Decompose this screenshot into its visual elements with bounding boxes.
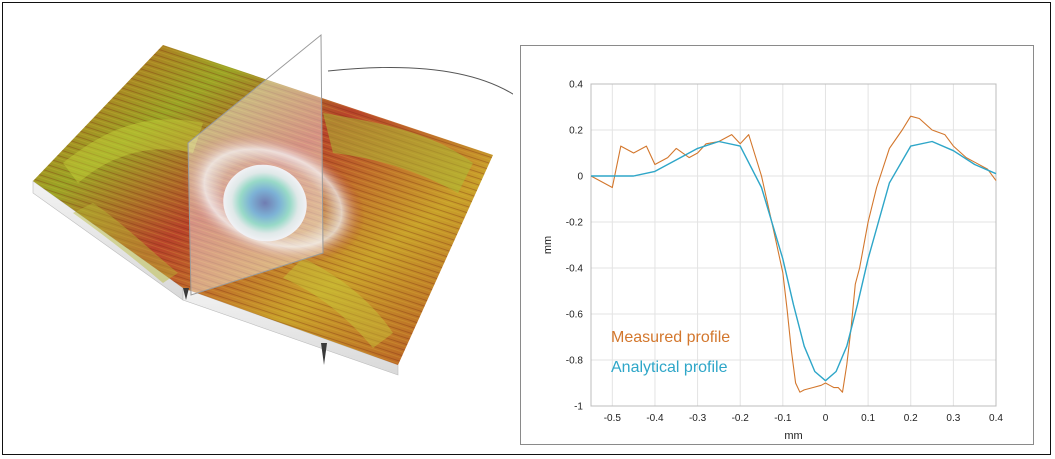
- y-tick-label: 0.2: [569, 126, 583, 137]
- x-tick-label: -0.3: [689, 413, 707, 424]
- x-tick-label: 0.3: [946, 413, 960, 424]
- measured-profile-line: [590, 115, 997, 393]
- x-tick-label: 0.1: [861, 413, 875, 424]
- x-axis-label: mm: [784, 430, 802, 442]
- x-tick-label: 0.2: [904, 413, 918, 424]
- legend-measured-profile: Measured profile: [611, 329, 730, 346]
- x-tick-label: -0.2: [732, 413, 750, 424]
- y-tick-label: -0.2: [566, 218, 584, 229]
- x-tick-label: -0.5: [604, 413, 622, 424]
- y-tick-label: -1: [574, 402, 583, 413]
- x-tick-label: -0.4: [646, 413, 664, 424]
- y-tick-label: 0: [577, 172, 583, 183]
- y-tick-label: -0.8: [566, 356, 584, 367]
- y-tick-label: -0.6: [566, 310, 584, 321]
- y-tick-label: 0.4: [569, 80, 583, 91]
- profile-chart-panel: -0.5 -0.4 -0.3 -0.2 -0.1 0 0.1 0.2 0.3 0.4 0.4 0.2 0…: [520, 45, 1034, 445]
- x-tick-label: 0.4: [989, 413, 1003, 424]
- plot-area: [590, 83, 997, 407]
- legend-analytical-profile: Analytical profile: [611, 359, 728, 376]
- y-tick-label: -0.4: [566, 264, 584, 275]
- x-tick-label: 0: [823, 413, 829, 424]
- y-axis-label: mm: [542, 236, 554, 254]
- surface-scan-3d-icon: [32, 33, 513, 376]
- profile-chart: -0.5 -0.4 -0.3 -0.2 -0.1 0 0.1 0.2 0.3 0.4 0.4 0.2 0…: [542, 80, 1003, 443]
- analytical-profile-line: [591, 140, 997, 382]
- x-tick-label: -0.1: [774, 413, 792, 424]
